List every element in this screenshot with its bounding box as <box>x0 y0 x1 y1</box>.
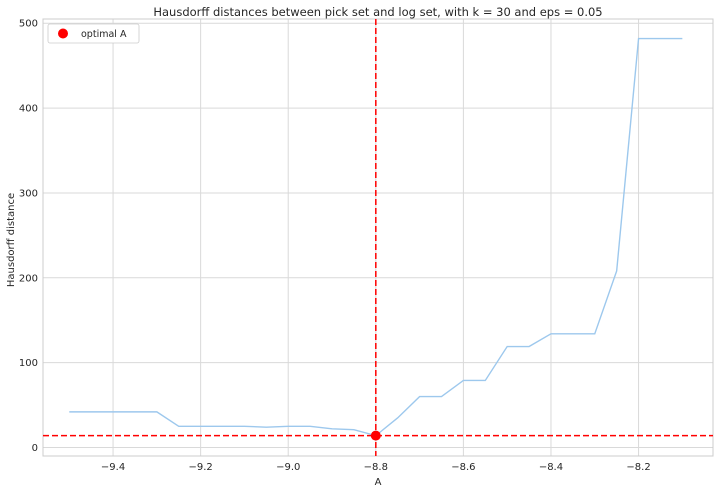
plot-frame <box>42 18 714 457</box>
y-tick-label: 100 <box>19 358 38 369</box>
x-tick-label: −8.6 <box>451 462 475 473</box>
x-tick-label: −8.8 <box>364 462 388 473</box>
grid <box>43 19 713 456</box>
legend-label: optimal A <box>81 29 127 40</box>
x-tick-label: −9.0 <box>276 462 300 473</box>
x-axis-label: A <box>375 477 382 488</box>
x-tick-label: −9.2 <box>188 462 212 473</box>
y-tick-label: 500 <box>19 19 38 30</box>
x-tick-labels: −9.4 −9.2 −9.0 −8.8 −8.6 −8.4 −8.2 <box>101 462 651 473</box>
x-tick-label: −9.4 <box>101 462 125 473</box>
y-tick-label: 200 <box>19 273 38 284</box>
y-tick-label: 0 <box>32 443 38 454</box>
x-tick-label: −8.4 <box>539 462 563 473</box>
y-tick-labels: 0 100 200 300 400 500 <box>19 19 38 454</box>
y-axis-label: Hausdorff distance <box>6 193 17 287</box>
optimal-point <box>370 430 381 441</box>
legend-box <box>47 23 140 44</box>
legend-marker <box>58 28 68 39</box>
x-tick-label: −8.2 <box>626 462 650 473</box>
legend: optimal A <box>47 23 140 44</box>
chart-title: Hausdorff distances between pick set and… <box>153 5 602 19</box>
optimal-markers <box>43 19 713 456</box>
y-tick-label: 400 <box>19 104 38 115</box>
y-tick-label: 300 <box>19 188 38 199</box>
